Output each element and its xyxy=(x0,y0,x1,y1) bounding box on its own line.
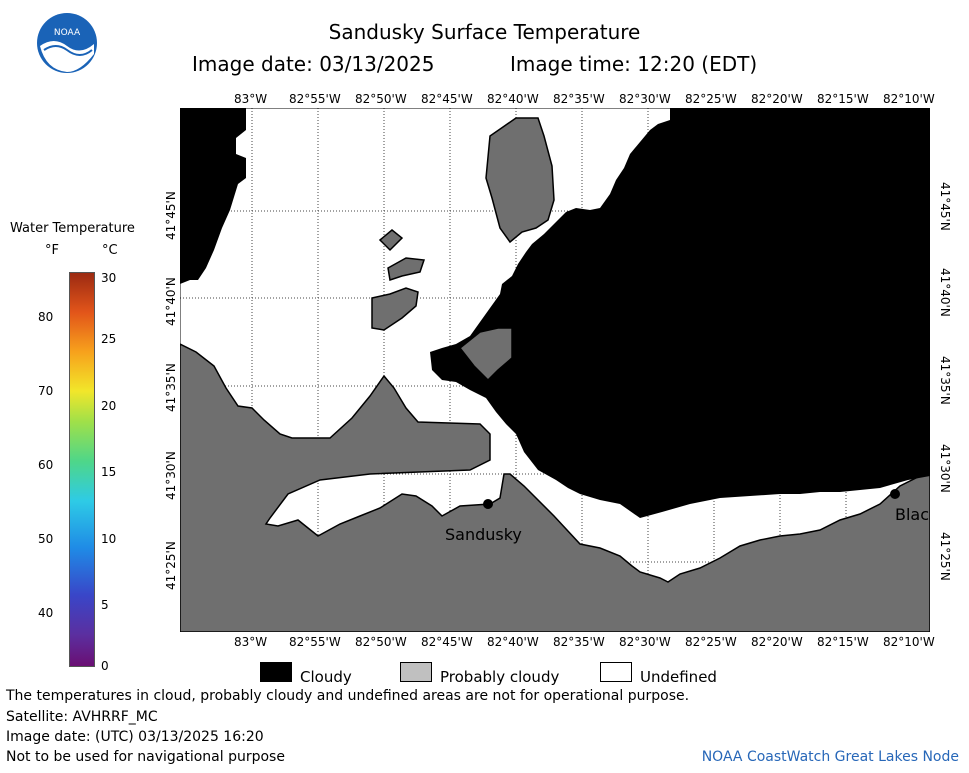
c-tick: 0 xyxy=(101,659,109,673)
lon-label: 82°15'W xyxy=(817,92,869,106)
footer-disclaimer: The temperatures in cloud, probably clou… xyxy=(6,688,690,704)
footer-navigation-warning: Not to be used for navigational purpose xyxy=(6,749,285,765)
lon-label: 82°55'W xyxy=(289,92,341,106)
lon-label: 82°30'W xyxy=(619,92,671,106)
land-area xyxy=(179,342,931,633)
lon-label: 82°45'W xyxy=(421,635,473,649)
color-scale-bar xyxy=(69,272,95,667)
lon-label: 82°55'W xyxy=(289,635,341,649)
c-tick: 30 xyxy=(101,271,117,285)
c-tick: 25 xyxy=(101,332,117,346)
probably-cloudy-area xyxy=(371,287,419,331)
temperature-map xyxy=(179,107,931,633)
f-tick: 60 xyxy=(38,458,54,472)
lat-label: 41°45'N xyxy=(938,182,952,231)
footer-credit: NOAA CoastWatch Great Lakes Node xyxy=(701,749,959,765)
footer-satellite: Satellite: AVHRRF_MC xyxy=(6,709,158,725)
c-unit-label: °C xyxy=(102,243,118,258)
lon-label: 82°10'W xyxy=(883,92,935,106)
lon-label: 82°30'W xyxy=(619,635,671,649)
page-title: Sandusky Surface Temperature xyxy=(328,20,641,44)
f-tick: 70 xyxy=(38,384,54,398)
f-tick: 50 xyxy=(38,532,54,546)
c-tick: 5 xyxy=(101,598,109,612)
lon-label: 82°35'W xyxy=(553,92,605,106)
f-unit-label: °F xyxy=(45,243,59,258)
c-tick: 20 xyxy=(101,399,117,413)
lat-label: 41°30'N xyxy=(164,451,178,500)
lon-label: 82°10'W xyxy=(883,635,935,649)
lon-label: 82°40'W xyxy=(487,92,539,106)
probably-cloudy-area xyxy=(387,257,426,281)
sandusky-marker xyxy=(483,499,493,509)
cloudy-swatch xyxy=(260,662,292,682)
probably-cloudy-legend-label: Probably cloudy xyxy=(440,668,560,686)
lon-label: 82°20'W xyxy=(751,92,803,106)
map-svg xyxy=(179,107,931,633)
lon-label: 83°W xyxy=(234,92,268,106)
c-tick: 15 xyxy=(101,465,117,479)
cloud-area xyxy=(430,108,930,518)
lat-label: 41°35'N xyxy=(938,356,952,405)
probably-cloudy-area xyxy=(458,327,513,382)
c-tick: 10 xyxy=(101,532,117,546)
lat-label: 41°40'N xyxy=(938,268,952,317)
lon-label: 82°50'W xyxy=(355,92,407,106)
lon-label: 82°15'W xyxy=(817,635,869,649)
f-tick: 80 xyxy=(38,310,54,324)
noaa-logo: NOAA xyxy=(36,12,98,74)
blac-marker xyxy=(890,489,900,499)
lat-label: 41°45'N xyxy=(164,191,178,240)
undefined-swatch xyxy=(600,662,632,682)
lat-label: 41°25'N xyxy=(938,532,952,581)
lat-label: 41°40'N xyxy=(164,277,178,326)
lon-label: 82°35'W xyxy=(553,635,605,649)
lon-label: 82°20'W xyxy=(751,635,803,649)
undefined-legend-label: Undefined xyxy=(640,668,717,686)
lat-label: 41°35'N xyxy=(164,363,178,412)
probably-cloudy-swatch xyxy=(400,662,432,682)
color-scale-title: Water Temperature xyxy=(10,221,135,236)
lon-label: 82°45'W xyxy=(421,92,473,106)
lat-label: 41°30'N xyxy=(938,444,952,493)
cloudy-legend-label: Cloudy xyxy=(300,668,352,686)
lon-label: 82°50'W xyxy=(355,635,407,649)
place-label-sandusky: Sandusky xyxy=(445,525,522,544)
lon-label: 82°25'W xyxy=(685,635,737,649)
image-time: Image time: 12:20 (EDT) xyxy=(510,52,758,76)
lat-label: 41°25'N xyxy=(164,541,178,590)
place-label-blac: Blac xyxy=(895,505,930,524)
probably-cloudy-area xyxy=(378,229,404,252)
lon-label: 83°W xyxy=(234,635,268,649)
probably-cloudy-area xyxy=(485,117,555,244)
f-tick: 40 xyxy=(38,606,54,620)
image-date: Image date: 03/13/2025 xyxy=(192,52,435,76)
lon-label: 82°25'W xyxy=(685,92,737,106)
footer-utc-date: Image date: (UTC) 03/13/2025 16:20 xyxy=(6,729,264,745)
logo-text: NOAA xyxy=(54,28,81,38)
lon-label: 82°40'W xyxy=(487,635,539,649)
cloud-area xyxy=(180,108,246,284)
